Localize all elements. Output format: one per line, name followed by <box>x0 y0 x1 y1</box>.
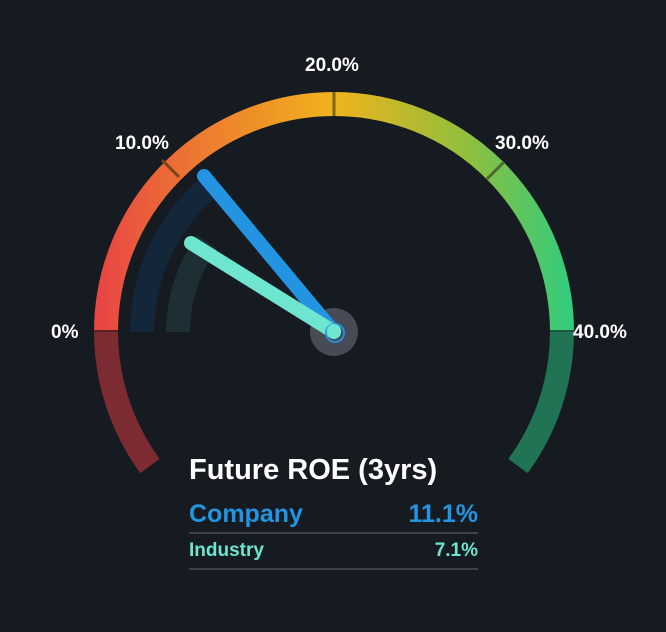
tick-30 <box>485 160 506 181</box>
industry-label: Industry <box>189 540 264 561</box>
company-needle <box>197 169 341 339</box>
legend-row-industry: Industry 7.1% <box>189 534 478 570</box>
legend-row-company: Company 11.1% <box>189 496 478 534</box>
tick-label-30: 30.0% <box>495 133 549 154</box>
low-extension-arc <box>94 331 160 474</box>
tick-label-10: 10.0% <box>115 133 169 154</box>
tick-10 <box>160 158 181 179</box>
tick-label-40: 40.0% <box>573 322 627 343</box>
chart-title: Future ROE (3yrs) <box>189 454 438 486</box>
company-label: Company <box>189 499 303 528</box>
company-value: 11.1% <box>408 499 478 528</box>
tick-label-20: 20.0% <box>305 55 359 76</box>
high-extension-arc <box>508 331 574 474</box>
company-range-band <box>130 174 220 333</box>
legend: Future ROE (3yrs) Company 11.1% Industry… <box>189 452 478 570</box>
industry-value: 7.1% <box>434 540 478 561</box>
tick-label-0: 0% <box>51 322 79 343</box>
industry-needle <box>184 236 341 339</box>
